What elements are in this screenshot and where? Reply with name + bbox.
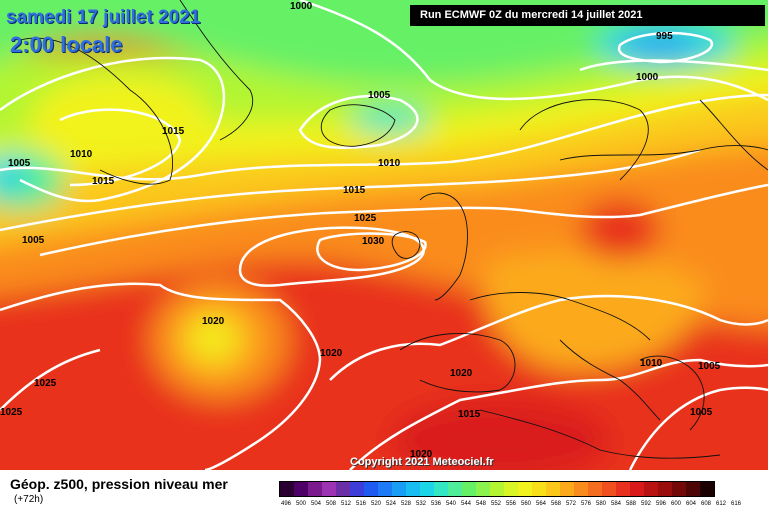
legend-swatch (602, 482, 616, 496)
copyright: Copyright 2021 Meteociel.fr (350, 456, 494, 468)
isobar-label: 1030 (362, 236, 385, 247)
legend-swatch (616, 482, 630, 496)
legend-swatch (448, 482, 462, 496)
legend-label: 592 (640, 501, 651, 507)
isobar-label: 1010 (378, 158, 401, 169)
legend-label: 588 (625, 501, 636, 507)
legend-swatch (560, 482, 574, 496)
legend-label: 504 (310, 501, 321, 507)
isobar-label: 1020 (202, 316, 225, 327)
isobar-label: 1005 (698, 361, 721, 372)
legend-swatch (686, 482, 700, 496)
isobar-label: 1005 (690, 407, 713, 418)
isobar-label: 1000 (290, 1, 313, 12)
legend-label: 532 (415, 501, 426, 507)
legend-label: 580 (595, 501, 606, 507)
field-title: Géop. z500, pression niveau mer (10, 476, 228, 492)
isobar-label: 1015 (162, 126, 185, 137)
legend-swatch (574, 482, 588, 496)
run-info-banner: Run ECMWF 0Z du mercredi 14 juillet 2021 (410, 5, 765, 26)
legend-swatch (322, 482, 336, 496)
forecast-date: samedi 17 juillet 2021 (6, 7, 201, 28)
legend-swatch (476, 482, 490, 496)
legend-swatch (420, 482, 434, 496)
legend-swatch (518, 482, 532, 496)
legend-swatch (336, 482, 350, 496)
legend-label: 560 (520, 501, 531, 507)
legend-swatch (700, 482, 714, 496)
isobar-label: 1005 (8, 158, 31, 169)
isobar-label: 1010 (70, 149, 93, 160)
legend-label: 568 (550, 501, 561, 507)
legend-swatch (378, 482, 392, 496)
legend-label: 608 (700, 501, 711, 507)
geopotential-field (0, 0, 768, 470)
legend-swatch (672, 482, 686, 496)
legend-swatch (364, 482, 378, 496)
legend-swatch (462, 482, 476, 496)
legend-label: 604 (685, 501, 696, 507)
isobar-label: 1015 (343, 185, 366, 196)
legend-swatch (490, 482, 504, 496)
weather-map: 1000 1005 1015 1010 1005 1015 1005 1010 … (0, 0, 768, 470)
legend-label: 524 (385, 501, 396, 507)
isobar-label: 1015 (92, 176, 115, 187)
isobar-label: 1015 (458, 409, 481, 420)
legend-label: 544 (460, 501, 471, 507)
legend-swatch (532, 482, 546, 496)
isobar-label: 995 (656, 31, 673, 42)
legend-swatch (504, 482, 518, 496)
forecast-time: 2:00 locale (10, 32, 123, 57)
isobar-label: 1010 (640, 358, 663, 369)
isobar-label: 1005 (22, 235, 45, 246)
legend-label: 500 (295, 501, 306, 507)
legend-swatch (434, 482, 448, 496)
legend-label: 556 (505, 501, 516, 507)
isobar-label: 1000 (636, 72, 659, 83)
isobar-labels: 1000 1005 1015 1010 1005 1015 1005 1010 … (0, 1, 721, 460)
legend-swatch (546, 482, 560, 496)
legend-swatch (406, 482, 420, 496)
legend-label: 564 (535, 501, 546, 507)
isobar-label: 1025 (354, 213, 377, 224)
footer: Géop. z500, pression niveau mer (+72h) 4… (0, 470, 768, 512)
isobar-label: 1025 (34, 378, 57, 389)
legend-label: 596 (655, 501, 666, 507)
legend-swatch (658, 482, 672, 496)
isobar-label: 1005 (368, 90, 391, 101)
legend-swatch (644, 482, 658, 496)
legend-label: 496 (280, 501, 291, 507)
legend-label: 536 (430, 501, 441, 507)
legend-label: 616 (730, 501, 741, 507)
legend-label: 540 (445, 501, 456, 507)
legend-label: 520 (370, 501, 381, 507)
legend-label: 572 (565, 501, 576, 507)
forecast-lead-time: (+72h) (14, 494, 44, 505)
isobar-label: 1025 (0, 407, 23, 418)
legend-label: 512 (340, 501, 351, 507)
legend-label: 528 (400, 501, 411, 507)
legend-swatch (294, 482, 308, 496)
isobar-label: 1020 (450, 368, 473, 379)
legend-swatch (280, 482, 294, 496)
legend-label: 584 (610, 501, 621, 507)
legend-swatch (588, 482, 602, 496)
legend-label: 576 (580, 501, 591, 507)
isobar-lines (0, 0, 768, 470)
legend-swatch (630, 482, 644, 496)
legend-label: 516 (355, 501, 366, 507)
isobar-label: 1020 (410, 449, 433, 460)
legend-swatch (308, 482, 322, 496)
coastlines (19, 0, 768, 459)
legend-label: 612 (715, 501, 726, 507)
color-legend (279, 481, 715, 497)
legend-label: 508 (325, 501, 336, 507)
legend-swatch (392, 482, 406, 496)
legend-label: 548 (475, 501, 486, 507)
legend-swatch (350, 482, 364, 496)
legend-label: 552 (490, 501, 501, 507)
legend-label: 600 (670, 501, 681, 507)
isobar-label: 1020 (320, 348, 343, 359)
